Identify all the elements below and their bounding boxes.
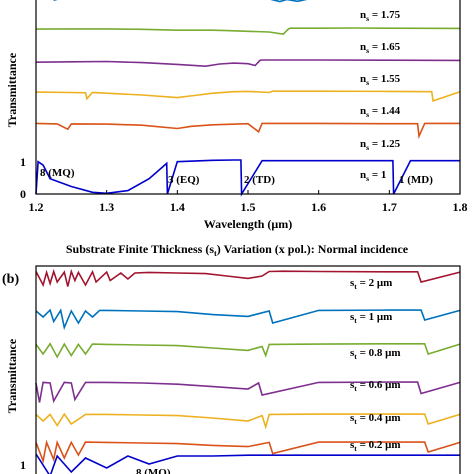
x-tick-label-a: 1.3 [99, 200, 114, 214]
series-line-a-1 [52, 0, 308, 3]
x-tick-label-a: 1.2 [29, 200, 44, 214]
panel-b-chart: Substrate Finite Thickness (st) Variatio… [2, 242, 461, 474]
series-line-b-1 [35, 268, 461, 288]
legend-label-b-1: st = 2 μm [350, 277, 392, 291]
mode-label-a-1: 8 (MQ) [40, 167, 75, 179]
x-tick-label-a: 1.7 [382, 200, 397, 214]
y-axis-label-a: Transmittance [5, 52, 19, 127]
mode-label-a-2: 3 (EQ) [168, 174, 200, 186]
x-axis-label-a: Wavelength (μm) [204, 217, 292, 231]
x-tick-label-a: 1.5 [241, 200, 256, 214]
legend-label-a-4: ns = 1.44 [360, 105, 401, 119]
x-tick-label-a: 1.6 [311, 200, 326, 214]
legend-label-a-1: ns = 1.75 [360, 9, 401, 23]
legend-label-b-3: st = 0.8 μm [350, 347, 401, 361]
series-line-b-5 [35, 412, 461, 430]
y-tick-label-a: 0 [20, 187, 26, 201]
series-line-b-6 [35, 439, 461, 464]
legend-label-a-6: ns = 1 [360, 169, 386, 183]
mode-label-a-4: 1 (MD) [399, 174, 433, 186]
series-line-a-5 [35, 122, 460, 140]
series-line-a-2 [35, 27, 461, 36]
mode-label-a-3: 2 (TD) [244, 174, 275, 186]
chart-title-b: Substrate Finite Thickness (st) Variatio… [66, 242, 409, 258]
legend-label-b-5: st = 0.4 μm [350, 412, 401, 426]
legend-label-a-3: ns = 1.55 [360, 73, 401, 87]
series-line-b-3 [35, 342, 461, 359]
plot-frame-b [35, 265, 461, 474]
y-axis-label-b: Transmittance [5, 338, 19, 413]
panel-label-b: (b) [2, 272, 19, 287]
x-tick-label-a: 1.8 [453, 200, 468, 214]
series-line-b-4 [35, 381, 461, 404]
series-line-a-3 [35, 59, 461, 68]
series-line-a-6 [35, 159, 460, 197]
x-tick-label-a: 1.4 [170, 200, 185, 214]
panel-a-chart: ns = 1.75 ns = 1.65 ns = 1.55 ns = 1.44 ns =… [5, 0, 468, 231]
legend-label-b-6: st = 0.2 μm [350, 439, 401, 453]
legend-label-b-4: st = 0.6 μm [350, 379, 401, 393]
legend-label-b-2: st = 1 μm [350, 311, 392, 325]
series-line-b-7 [35, 453, 460, 474]
legend-label-a-2: ns = 1.65 [360, 41, 401, 55]
mode-label-b-1: 8 (MQ) [136, 467, 171, 474]
series-line-a-4 [35, 90, 461, 102]
series-line-b-2 [35, 308, 461, 331]
y-tick-label-b: 1 [20, 458, 26, 472]
legend-label-a-5: ns = 1.25 [360, 138, 401, 152]
y-tick-label-a: 1 [20, 155, 26, 169]
